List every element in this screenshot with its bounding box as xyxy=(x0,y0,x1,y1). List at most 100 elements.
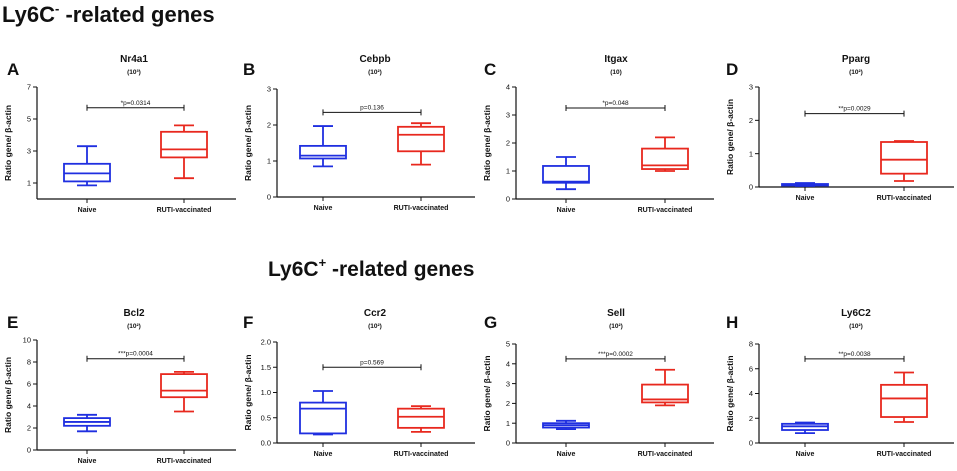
y-tick-label: 2 xyxy=(749,414,753,423)
y-tick-label: 2 xyxy=(27,424,31,433)
x-category-label: RUTI-vaccinated xyxy=(394,205,449,212)
y-tick-label: 2 xyxy=(267,121,271,130)
y-tick-label: 6 xyxy=(27,380,31,389)
box-ruti-vaccinated xyxy=(880,140,928,182)
iqr-box xyxy=(880,383,928,418)
significance-bracket: p=0.569 xyxy=(322,359,422,371)
significance-bracket: *p=0.048 xyxy=(565,100,666,111)
box-naive xyxy=(63,145,111,187)
y-tick-label: 8 xyxy=(27,358,31,367)
significance-label: p=0.136 xyxy=(360,104,384,111)
significance-label: *p=0.0314 xyxy=(121,100,151,107)
box-naive xyxy=(299,390,347,436)
y-tick-label: 4 xyxy=(506,360,510,369)
x-category-label: Naive xyxy=(557,207,576,214)
box-ruti-vaccinated xyxy=(880,371,928,423)
y-tick-label: 1 xyxy=(27,179,31,188)
chart-subtitle: (10²) xyxy=(849,69,863,76)
y-tick-label: 0.0 xyxy=(261,439,271,448)
chart-panel-e: E Bcl2 (10²) Ratio gene/ β-actin 0 2 4 6 8 10 Naiv… xyxy=(3,308,236,465)
y-axis-label: Ratio gene/ β-actin xyxy=(482,355,492,431)
y-tick-label: 2.0 xyxy=(261,338,271,347)
section-title-suffix: -related genes xyxy=(326,258,474,281)
chart-subtitle: (10) xyxy=(610,69,622,76)
y-tick-label: 8 xyxy=(749,340,753,349)
box-ruti-vaccinated xyxy=(397,122,445,166)
y-axis-label: Ratio gene/ β-actin xyxy=(482,105,492,181)
chart-subtitle: (10²) xyxy=(849,323,863,330)
chart-panel-h: H Ly6C2 (10²) Ratio gene/ β-actin 0 2 4 6 8 Naive… xyxy=(725,308,954,458)
panel-letter: C xyxy=(484,60,496,79)
chart-title: Bcl2 xyxy=(123,308,145,319)
x-category-label: RUTI-vaccinated xyxy=(638,451,693,458)
box-naive xyxy=(781,182,829,187)
y-tick-label: 1 xyxy=(267,157,271,166)
panel-letter: H xyxy=(726,313,738,332)
significance-bracket: **p=0.0029 xyxy=(804,106,905,117)
y-tick-label: 4 xyxy=(749,389,753,398)
iqr-box xyxy=(397,407,445,429)
chart-subtitle: (10²) xyxy=(368,69,382,76)
y-axis-label: Ratio gene/ β-actin xyxy=(243,354,253,430)
x-category-label: RUTI-vaccinated xyxy=(877,451,932,458)
y-tick-label: 0 xyxy=(506,195,510,204)
significance-label: **p=0.0038 xyxy=(838,351,871,358)
y-tick-label: 2 xyxy=(506,399,510,408)
section-title-sup: - xyxy=(55,1,59,16)
y-tick-label: 3 xyxy=(506,379,510,388)
chart-panel-f: F Ccr2 (10²) Ratio gene/ β-actin 0.0 0.5 1.0 1.… xyxy=(243,308,475,458)
panel-letter: D xyxy=(726,60,738,79)
y-tick-label: 4 xyxy=(506,83,510,92)
significance-bracket: **p=0.0038 xyxy=(804,351,905,362)
chart-subtitle: (10²) xyxy=(609,323,623,330)
panel-letter: A xyxy=(7,60,19,79)
panels-group: A Nr4a1 (10³) Ratio gene/ β-actin 1 3 5 7 Naive R… xyxy=(3,54,954,465)
box-ruti-vaccinated xyxy=(160,370,208,413)
x-category-label: Naive xyxy=(78,458,97,465)
iqr-box xyxy=(641,383,689,404)
box-ruti-vaccinated xyxy=(160,124,208,180)
section-title-ly6c-neg: Ly6C- -related genes xyxy=(2,1,215,27)
y-tick-label: 0.5 xyxy=(261,413,271,422)
section-title-ly6c-pos: Ly6C+ -related genes xyxy=(268,255,474,281)
significance-label: ***p=0.0002 xyxy=(598,351,633,358)
y-axis-label: Ratio gene/ β-actin xyxy=(243,105,253,181)
chart-title: Ly6C2 xyxy=(841,308,871,319)
y-tick-label: 0 xyxy=(749,439,753,448)
chart-title: Cebpb xyxy=(359,54,390,65)
panel-letter: E xyxy=(7,313,18,332)
significance-bracket: ***p=0.0004 xyxy=(86,351,185,362)
y-tick-label: 0 xyxy=(27,446,31,455)
y-tick-label: 1 xyxy=(506,419,510,428)
iqr-box xyxy=(641,147,689,170)
chart-title: Itgax xyxy=(604,54,628,65)
y-axis-label: Ratio gene/ β-actin xyxy=(725,99,735,175)
y-tick-label: 3 xyxy=(267,85,271,94)
y-axis-label: Ratio gene/ β-actin xyxy=(725,355,735,431)
significance-label: p=0.569 xyxy=(360,359,384,366)
box-naive xyxy=(299,125,347,168)
box-naive xyxy=(542,156,590,191)
chart-subtitle: (10²) xyxy=(127,323,141,330)
significance-label: ***p=0.0004 xyxy=(118,351,153,358)
y-tick-label: 4 xyxy=(27,402,31,411)
chart-subtitle: (10²) xyxy=(368,323,382,330)
iqr-box xyxy=(880,141,928,175)
significance-bracket: *p=0.0314 xyxy=(86,100,185,111)
x-category-label: RUTI-vaccinated xyxy=(157,458,212,465)
y-tick-label: 3 xyxy=(27,147,31,156)
x-category-label: Naive xyxy=(314,451,333,458)
box-naive xyxy=(63,413,111,433)
chart-panel-c: C Itgax (10) Ratio gene/ β-actin 0 1 2 3 4 Naive R… xyxy=(482,54,714,214)
y-tick-label: 0 xyxy=(506,439,510,448)
y-tick-label: 1 xyxy=(506,167,510,176)
chart-panel-d: D Pparg (10²) Ratio gene/ β-actin 0 1 2 3 Naive R… xyxy=(725,54,954,202)
y-tick-label: 3 xyxy=(749,83,753,92)
x-category-label: Naive xyxy=(796,195,815,202)
iqr-box xyxy=(299,401,347,435)
panel-letter: B xyxy=(243,60,255,79)
section-title-prefix: Ly6C xyxy=(2,2,55,27)
significance-label: **p=0.0029 xyxy=(838,106,871,113)
panel-letter: F xyxy=(243,313,253,332)
